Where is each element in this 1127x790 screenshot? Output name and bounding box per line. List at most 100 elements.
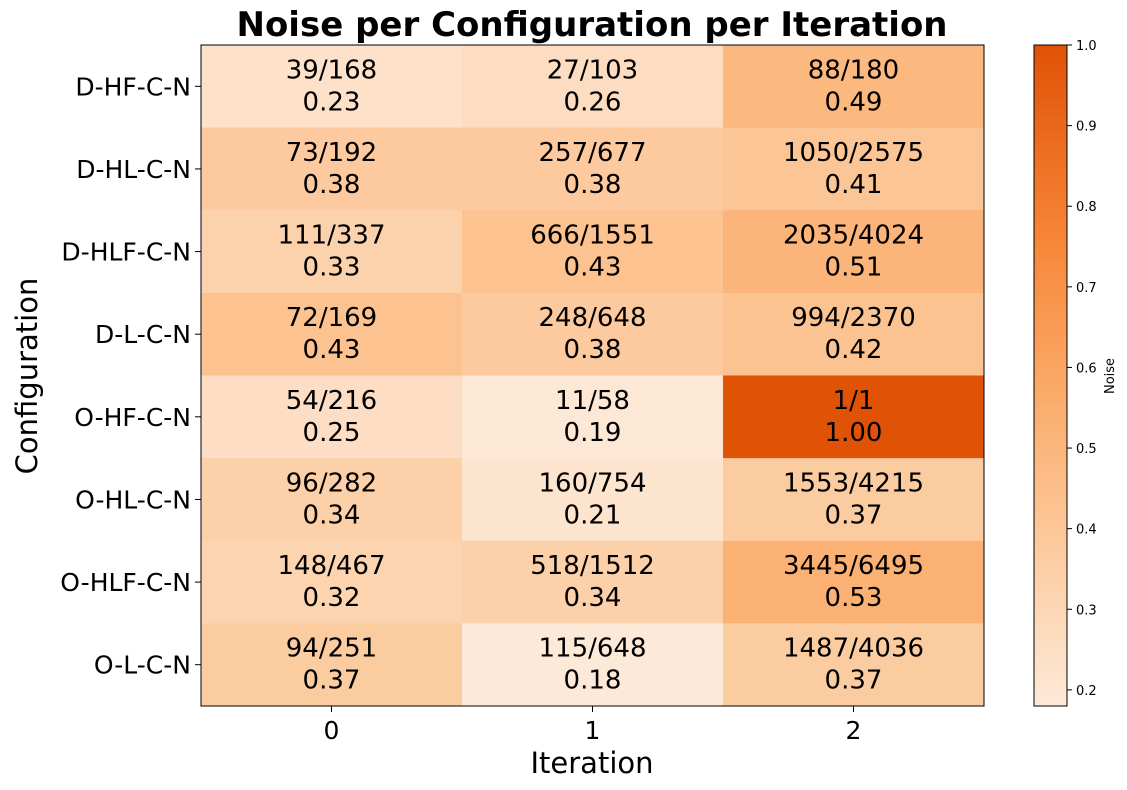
heatmap-cell [723,375,985,459]
y-tick-label: O-HF-C-N [74,403,191,432]
cell-value-label: 0.43 [564,253,622,283]
cell-value-label: 0.34 [564,583,622,613]
cell-count-label: 518/1512 [530,551,655,581]
colorbar-tick-label: 0.9 [1076,120,1097,135]
cell-value-label: 0.25 [303,418,361,448]
cell-count-label: 3445/6495 [783,551,924,581]
colorbar-tick-label: 0.3 [1076,603,1097,618]
chart-title: Noise per Configuration per Iteration [236,5,947,45]
cell-value-label: 0.23 [303,87,361,117]
x-tick-label: 0 [324,716,340,745]
cell-value-label: 0.53 [825,583,883,613]
cell-count-label: 96/282 [286,468,377,498]
y-tick-labels: D-HF-C-N D-HL-C-N D-HLF-C-N D-L-C-N O-HF-C-N… [60,72,201,680]
cell-count-label: 115/648 [538,634,646,664]
y-tick-label: O-L-C-N [94,651,191,680]
y-tick-label: O-HLF-C-N [60,568,191,597]
cell-count-label: 248/648 [538,303,646,333]
cell-value-label: 0.38 [303,170,361,200]
x-tick-label: 1 [585,716,601,745]
heatmap-cell [462,623,724,707]
cell-value-label: 0.43 [303,335,361,365]
heatmap-cell [462,540,724,624]
colorbar-tick-label: 0.6 [1076,361,1097,376]
cell-value-label: 0.32 [303,583,361,613]
colorbar-tick-label: 0.5 [1076,442,1097,457]
heatmap-cell [201,623,463,707]
heatmap-cell [462,210,724,294]
cell-count-label: 54/216 [286,386,377,416]
cell-value-label: 0.18 [564,666,622,696]
cell-count-label: 11/58 [555,386,630,416]
heatmap-cell [723,540,985,624]
cell-value-label: 0.38 [564,335,622,365]
heatmap-cell [201,292,463,376]
colorbar-label: Noise [1103,358,1118,394]
cell-count-label: 72/169 [286,303,377,333]
cell-value-label: 0.26 [564,87,622,117]
cell-value-label: 0.37 [825,500,883,530]
cell-count-label: 994/2370 [791,303,916,333]
cell-count-label: 1487/4036 [783,634,924,664]
heatmap-cell [201,210,463,294]
cell-value-label: 0.37 [303,666,361,696]
cell-value-label: 0.49 [825,87,883,117]
cell-value-label: 0.41 [825,170,883,200]
cell-count-label: 666/1551 [530,221,655,251]
x-axis-label: Iteration [530,746,653,780]
cell-value-label: 0.38 [564,170,622,200]
cell-count-label: 88/180 [808,55,899,85]
cell-count-label: 1/1 [833,386,875,416]
cell-count-label: 94/251 [286,634,377,664]
cell-count-label: 2035/4024 [783,221,924,251]
y-tick-label: O-HL-C-N [75,485,191,514]
colorbar-tick-label: 0.4 [1076,523,1097,538]
cell-value-label: 1.00 [825,418,883,448]
heatmap-cells: 39/1680.2327/1030.2688/1800.4973/1920.38… [201,45,985,707]
y-tick-label: D-HLF-C-N [61,238,191,267]
cell-value-label: 0.42 [825,335,883,365]
heatmap-cell [723,210,985,294]
cell-count-label: 1553/4215 [783,468,924,498]
colorbar-ticks: 0.2 0.3 0.4 0.5 0.6 0.7 0.8 0.9 1.0 [1067,39,1097,699]
heatmap-cell [462,458,724,542]
cell-count-label: 39/168 [286,55,377,85]
cell-value-label: 0.21 [564,500,622,530]
cell-count-label: 1050/2575 [783,138,924,168]
heatmap-cell [462,292,724,376]
cell-count-label: 111/337 [277,221,385,251]
cell-count-label: 27/103 [547,55,638,85]
cell-count-label: 257/677 [538,138,646,168]
heatmap-cell [462,375,724,459]
heatmap-cell [201,45,463,129]
heatmap-cell [462,127,724,211]
y-tick-label: D-HF-C-N [75,72,191,101]
colorbar-tick-label: 0.7 [1076,281,1097,296]
heatmap-cell [723,292,985,376]
x-tick-label: 2 [846,716,862,745]
heatmap-cell [723,127,985,211]
cell-value-label: 0.33 [303,253,361,283]
cell-count-label: 160/754 [538,468,646,498]
cell-count-label: 73/192 [286,138,377,168]
colorbar-tick-label: 0.2 [1076,684,1097,699]
y-tick-label: D-L-C-N [95,320,191,349]
heatmap-cell [201,375,463,459]
heatmap-cell [201,540,463,624]
heatmap-cell [723,623,985,707]
cell-value-label: 0.34 [303,500,361,530]
heatmap-cell [723,458,985,542]
colorbar-tick-label: 1.0 [1076,39,1097,54]
heatmap-cell [201,458,463,542]
colorbar [1033,44,1068,707]
cell-value-label: 0.51 [825,253,883,283]
heatmap-cell [723,45,985,129]
x-tick-labels: 0 1 2 [324,706,862,745]
heatmap-cell [462,45,724,129]
y-axis-label: Configuration [10,278,44,475]
cell-value-label: 0.19 [564,418,622,448]
heatmap-cell [201,127,463,211]
colorbar-tick-label: 0.8 [1076,200,1097,215]
cell-count-label: 148/467 [277,551,385,581]
